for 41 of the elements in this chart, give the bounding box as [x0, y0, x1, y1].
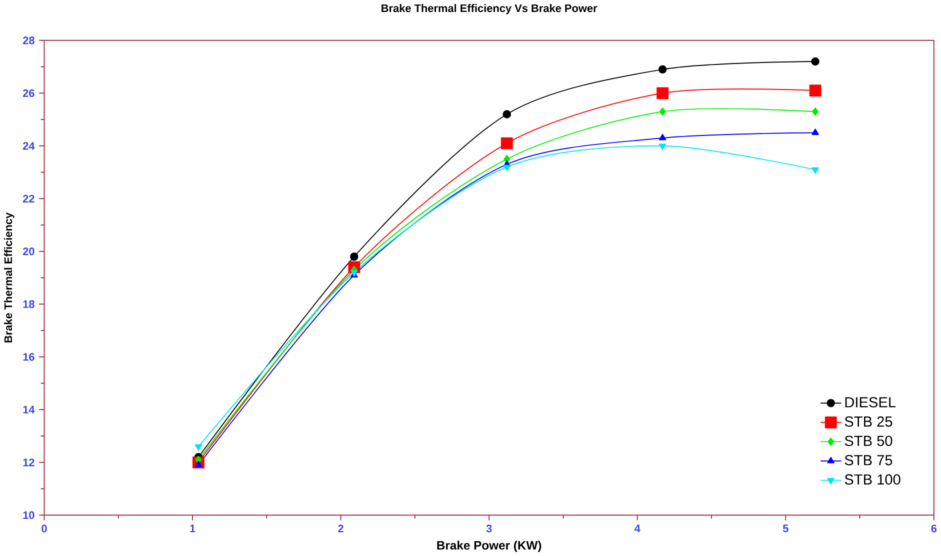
x-tick-label: 4 — [634, 524, 640, 532]
y-tick-label: 12 — [23, 458, 34, 466]
point — [350, 252, 358, 261]
x-tick-label: 2 — [338, 524, 344, 532]
y-tick-label: 14 — [23, 406, 35, 414]
x-tick-label: 3 — [486, 524, 492, 532]
y-tick-label: 28 — [22, 36, 34, 44]
legend-label: STB 25 — [844, 416, 892, 427]
legend-label: STB 50 — [844, 436, 892, 446]
point — [658, 144, 666, 150]
x-tick-label: 6 — [931, 524, 937, 532]
point — [658, 134, 666, 140]
chart-title: Brake Thermal Efficiency Vs Brake Power — [382, 4, 598, 14]
legend-label: DIESEL — [845, 397, 896, 408]
point — [812, 167, 819, 174]
x-tick-label: 1 — [190, 524, 196, 532]
y-tick-label: 20 — [22, 247, 34, 256]
point — [658, 65, 667, 74]
point — [194, 460, 202, 468]
point — [502, 110, 512, 118]
point — [812, 128, 819, 135]
point — [656, 87, 669, 100]
y-tick-label: 10 — [23, 511, 34, 519]
x-tick-label: 0 — [42, 524, 47, 532]
y-tick-label: 18 — [23, 300, 34, 308]
y-tick-label: 24 — [22, 142, 35, 150]
point — [659, 107, 666, 116]
legend-label: STB 100 — [844, 474, 900, 485]
legend-label: STB 75 — [844, 454, 892, 466]
point — [809, 84, 822, 96]
point — [194, 444, 202, 451]
point — [812, 107, 819, 116]
point — [503, 164, 511, 172]
point — [811, 57, 820, 66]
x-tick-label: 5 — [782, 524, 788, 532]
x-axis-title: Brake Power (KW) — [437, 540, 542, 552]
y-tick-label: 16 — [23, 352, 34, 361]
y-tick-label: 22 — [22, 194, 34, 202]
y-axis-title: Brake Thermal Efficiency — [4, 212, 14, 342]
y-tick-label: 26 — [22, 89, 34, 97]
point — [500, 137, 513, 150]
